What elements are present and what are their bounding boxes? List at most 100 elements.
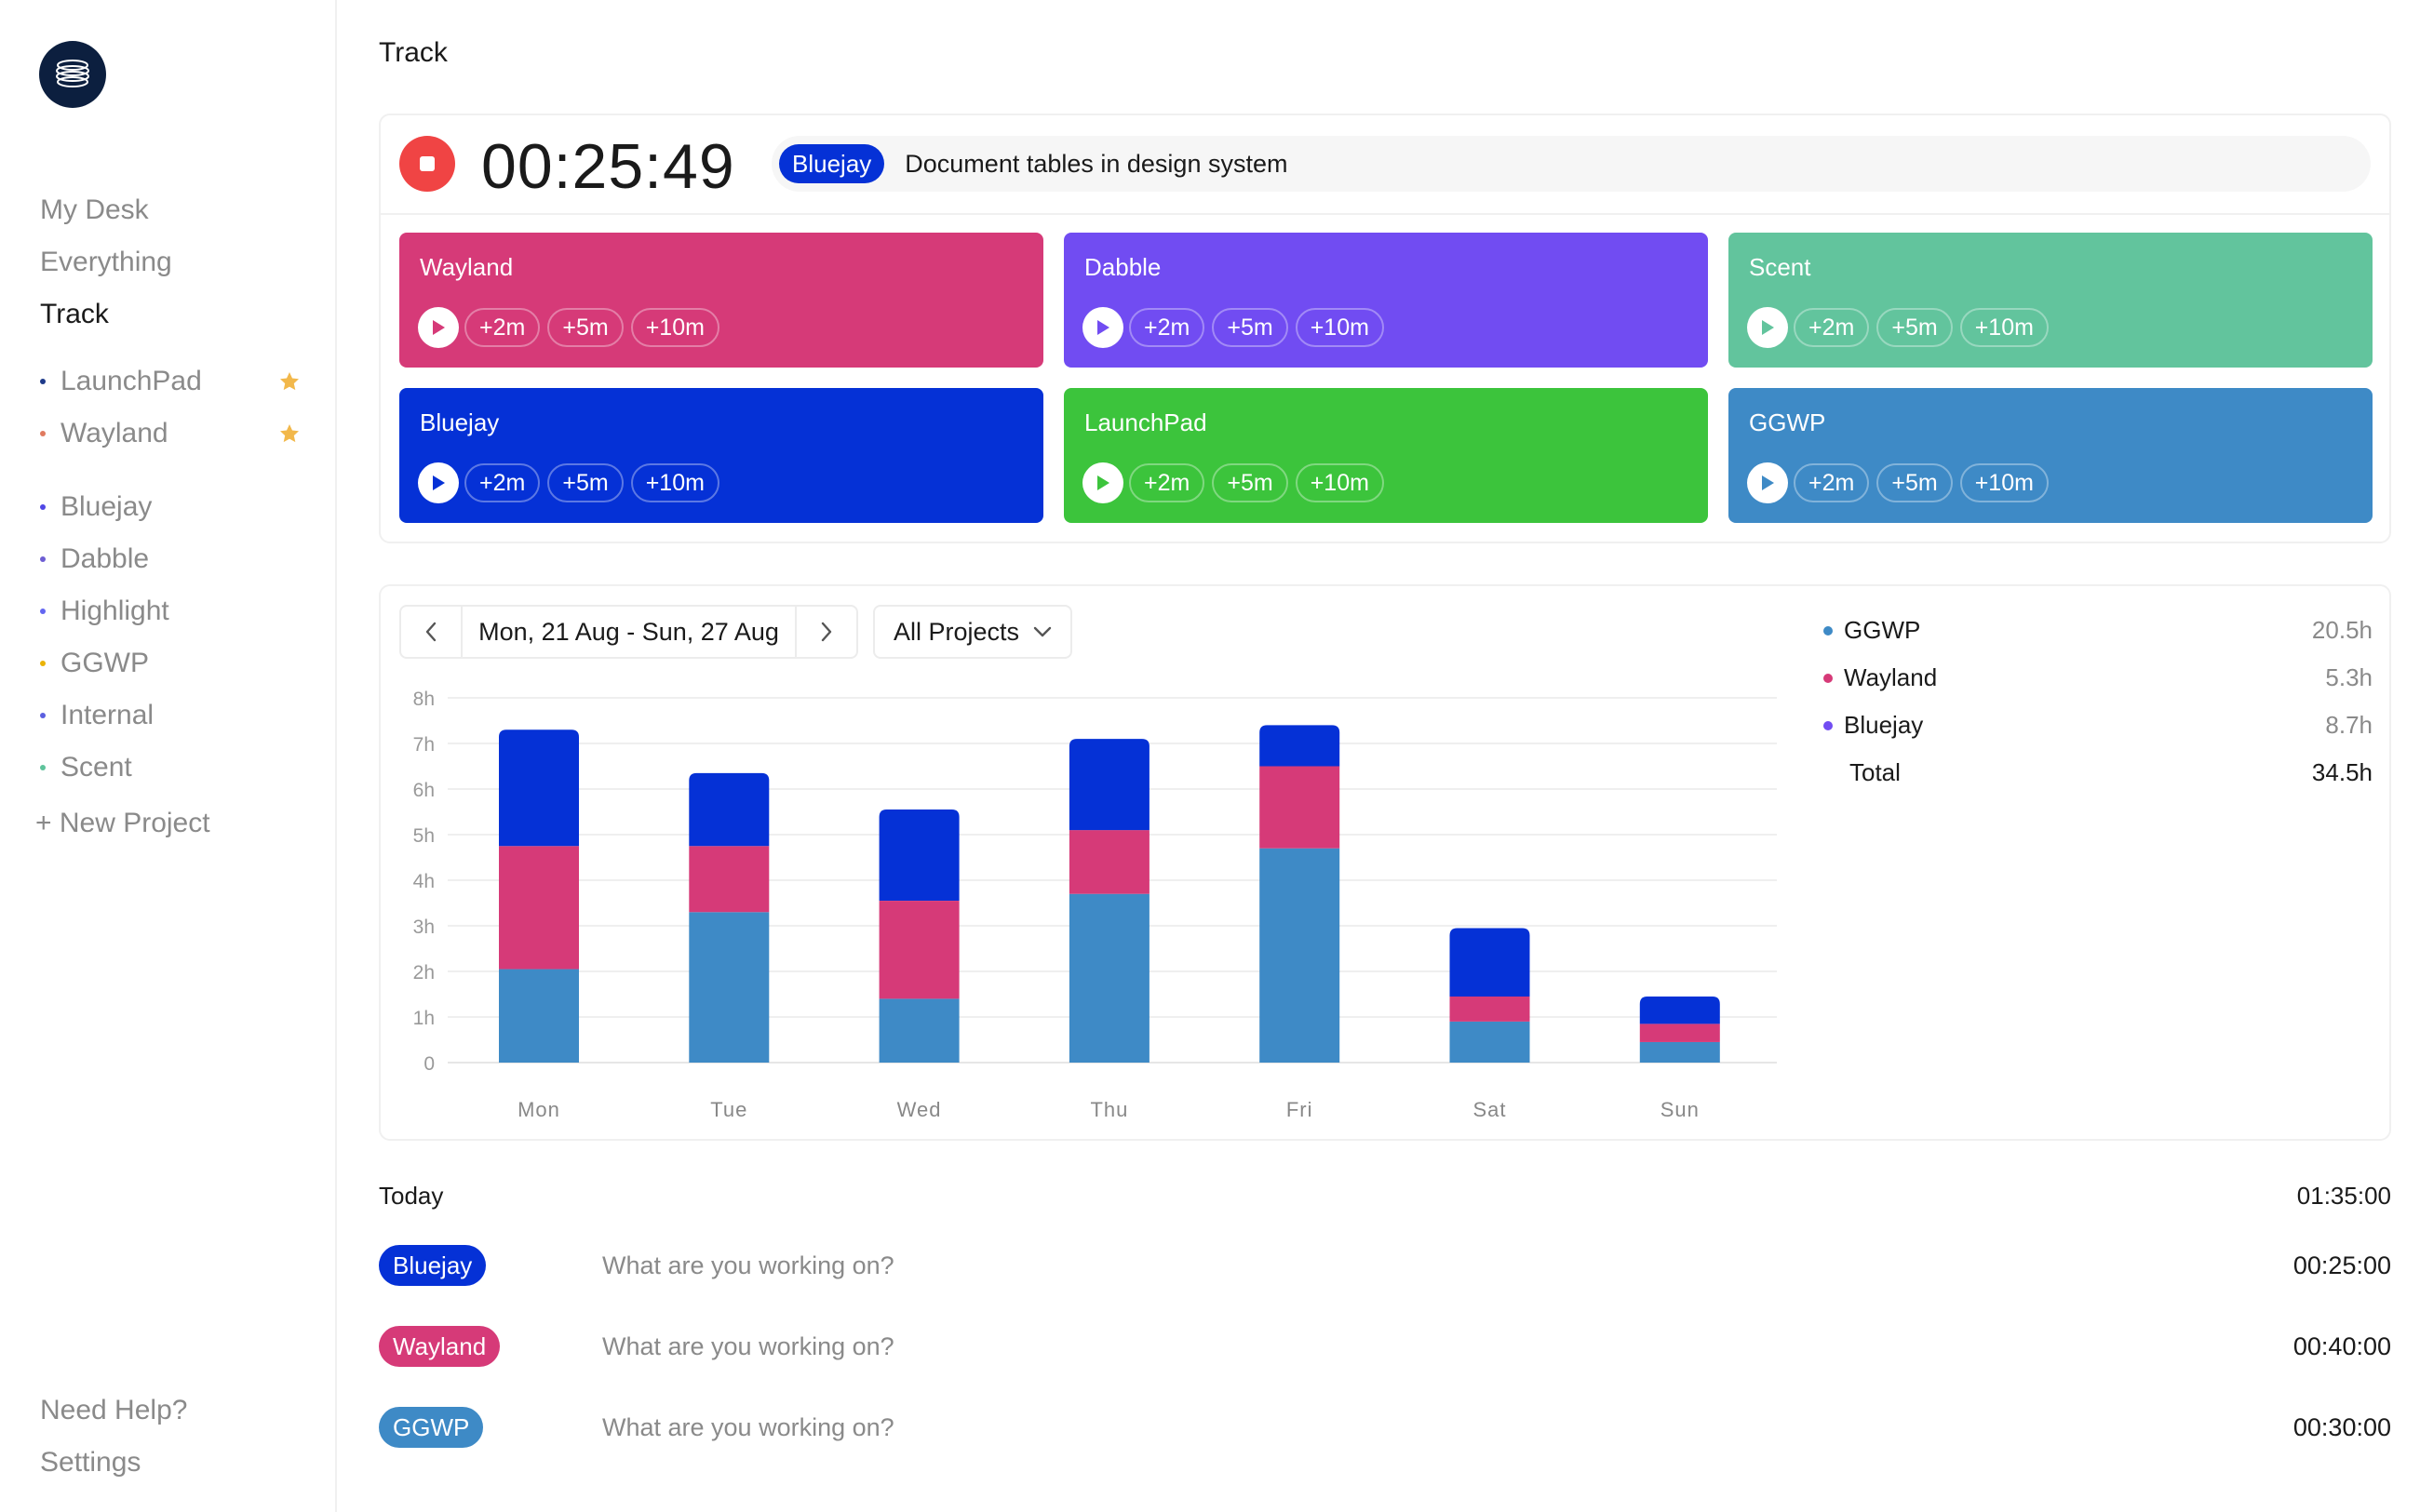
active-timer: 00:25:49 Bluejay Document tables in desi…: [399, 131, 2371, 202]
tile-name: LaunchPad: [1084, 408, 1207, 436]
add-5m-button[interactable]: +5m: [547, 463, 624, 502]
sidebar-item-dabble[interactable]: Dabble: [40, 533, 301, 585]
divider: [381, 213, 2389, 215]
play-icon: [1762, 475, 1774, 490]
legend-total-label: Total: [1849, 758, 1901, 786]
nav-everything[interactable]: Everything: [40, 247, 172, 277]
legend-dot: [1823, 625, 1833, 636]
sidebar-item-label: Internal: [60, 700, 155, 730]
star-icon[interactable]: [278, 370, 301, 393]
sidebar-item-scent[interactable]: Scent: [40, 742, 301, 794]
add-5m-button[interactable]: +5m: [547, 308, 624, 347]
play-icon: [1097, 475, 1109, 490]
stop-timer-button[interactable]: [399, 136, 455, 192]
add-10m-button[interactable]: +10m: [1295, 463, 1384, 502]
sidebar-item-internal[interactable]: Internal: [40, 689, 301, 742]
sidebar-item-ggwp[interactable]: GGWP: [40, 637, 301, 689]
play-button[interactable]: [418, 307, 459, 348]
play-button[interactable]: [1747, 462, 1788, 503]
prev-week-button[interactable]: [401, 607, 461, 657]
play-button[interactable]: [1082, 307, 1123, 348]
y-tick-label: 4h: [413, 871, 435, 892]
next-week-button[interactable]: [797, 607, 856, 657]
add-10m-button[interactable]: +10m: [1959, 463, 2049, 502]
play-button[interactable]: [418, 462, 459, 503]
add-2m-button[interactable]: +2m: [1129, 308, 1205, 347]
add-2m-button[interactable]: +2m: [1794, 463, 1870, 502]
current-task-field[interactable]: Bluejay Document tables in design system: [772, 136, 2371, 192]
add-2m-button[interactable]: +2m: [464, 463, 541, 502]
bar-segment-ggwp: [1069, 893, 1150, 1063]
sidebar-item-bluejay[interactable]: Bluejay: [40, 481, 301, 533]
project-filter-dropdown[interactable]: All Projects: [873, 605, 1072, 659]
project-dot: [40, 431, 46, 436]
add-10m-button[interactable]: +10m: [630, 308, 719, 347]
tile-name: GGWP: [1749, 408, 1826, 436]
add-10m-button[interactable]: +10m: [1959, 308, 2049, 347]
add-5m-button[interactable]: +5m: [1876, 463, 1953, 502]
entry-duration[interactable]: 00:40:00: [2292, 1331, 2391, 1360]
sidebar-item-label: Highlight: [60, 595, 169, 626]
project-dot: [40, 609, 46, 614]
add-5m-button[interactable]: +5m: [1876, 308, 1953, 347]
x-tick-label: Thu: [1090, 1098, 1128, 1121]
star-icon[interactable]: [278, 422, 301, 445]
nav-track[interactable]: Track: [40, 299, 109, 329]
tile-scent[interactable]: Scent +2m +5m +10m: [1728, 233, 2373, 368]
y-tick-label: 3h: [413, 917, 435, 938]
play-icon: [433, 320, 445, 335]
current-task-description[interactable]: Document tables in design system: [905, 149, 1288, 178]
tile-name: Scent: [1749, 253, 1811, 281]
legend-total-value: 34.5h: [2311, 758, 2373, 786]
entry-project-tag[interactable]: Wayland: [379, 1326, 501, 1367]
need-help-link[interactable]: Need Help?: [40, 1395, 188, 1425]
date-range-label[interactable]: Mon, 21 Aug - Sun, 27 Aug: [461, 607, 797, 657]
entry-project-tag[interactable]: GGWP: [379, 1407, 484, 1448]
entry-description-input[interactable]: What are you working on?: [602, 1251, 894, 1279]
add-5m-button[interactable]: +5m: [1212, 463, 1288, 502]
entry-description-input[interactable]: What are you working on?: [602, 1331, 894, 1360]
entry-project-tag[interactable]: Bluejay: [379, 1245, 487, 1286]
sidebar-item-wayland[interactable]: Wayland: [40, 408, 301, 460]
y-tick-label: 0: [424, 1053, 435, 1075]
legend-total: Total 34.5h: [1823, 749, 2373, 796]
x-tick-label: Mon: [518, 1098, 560, 1121]
new-project-button[interactable]: + New Project: [35, 808, 210, 838]
sidebar-item-label: Scent: [60, 752, 132, 783]
current-project-tag[interactable]: Bluejay: [779, 144, 885, 183]
tile-ggwp[interactable]: GGWP +2m +5m +10m: [1728, 388, 2373, 523]
tile-dabble[interactable]: Dabble +2m +5m +10m: [1064, 233, 1708, 368]
entry-duration[interactable]: 00:25:00: [2292, 1251, 2391, 1279]
logo-icon: [56, 60, 89, 87]
entry-description-input[interactable]: What are you working on?: [602, 1412, 894, 1441]
entry-duration[interactable]: 00:30:00: [2292, 1412, 2391, 1441]
add-5m-button[interactable]: +5m: [1212, 308, 1288, 347]
sidebar-item-launchpad[interactable]: LaunchPad: [40, 355, 301, 408]
y-tick-label: 6h: [413, 780, 435, 801]
bar-segment-wayland: [879, 901, 960, 999]
nav-my-desk[interactable]: My Desk: [40, 194, 149, 225]
tile-launchpad[interactable]: LaunchPad +2m +5m +10m: [1064, 388, 1708, 523]
add-10m-button[interactable]: +10m: [630, 463, 719, 502]
bar-segment-bluejay: [499, 729, 579, 847]
app-logo[interactable]: [39, 41, 106, 108]
tile-bluejay[interactable]: Bluejay +2m +5m +10m: [399, 388, 1043, 523]
play-button[interactable]: [1082, 462, 1123, 503]
sidebar-item-highlight[interactable]: Highlight: [40, 585, 301, 637]
add-2m-button[interactable]: +2m: [1794, 308, 1870, 347]
bottom-nav: Need Help? Settings: [40, 1385, 187, 1489]
x-tick-label: Tue: [710, 1098, 747, 1121]
bar-segment-wayland: [499, 846, 579, 970]
chevron-right-icon: [821, 622, 832, 642]
y-tick-label: 1h: [413, 1008, 435, 1029]
bar-segment-ggwp: [499, 969, 579, 1063]
tile-wayland[interactable]: Wayland +2m +5m +10m: [399, 233, 1043, 368]
bar-segment-ggwp: [1259, 848, 1340, 1063]
settings-link[interactable]: Settings: [40, 1447, 141, 1478]
x-tick-label: Wed: [897, 1098, 942, 1121]
play-button[interactable]: [1747, 307, 1788, 348]
add-2m-button[interactable]: +2m: [464, 308, 541, 347]
bar-segment-wayland: [689, 846, 770, 913]
add-10m-button[interactable]: +10m: [1295, 308, 1384, 347]
add-2m-button[interactable]: +2m: [1129, 463, 1205, 502]
